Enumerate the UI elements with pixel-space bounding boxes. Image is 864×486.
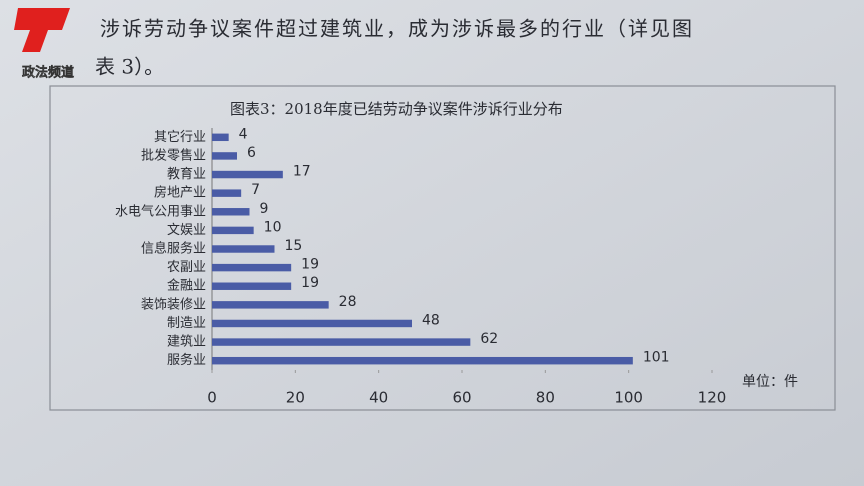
bar (212, 208, 250, 216)
x-tick-label: 20 (286, 389, 305, 407)
y-tick-label: 金融业 (167, 278, 206, 294)
data-label: 62 (480, 331, 498, 347)
chart-frame (49, 85, 836, 411)
x-tick-label: 80 (536, 389, 555, 407)
y-tick-label: 信息服务业 (141, 241, 206, 257)
y-tick-label: 制造业 (167, 316, 206, 331)
bar (212, 301, 329, 309)
bar (212, 356, 633, 365)
bar (212, 282, 292, 290)
x-tick-label: 120 (698, 389, 727, 407)
y-tick-label: 建筑业 (167, 334, 206, 350)
data-label: 101 (643, 350, 670, 366)
bar (212, 245, 275, 253)
paragraph-line: 涉诉劳动争议案件超过建筑业，成为涉诉最多的行业（详见图 (100, 17, 694, 41)
data-label: 6 (247, 145, 256, 161)
data-label: 10 (264, 219, 282, 235)
data-label: 19 (301, 275, 319, 291)
data-label: 17 (293, 164, 311, 180)
y-tick-label: 其它行业 (154, 129, 206, 145)
x-tick-label: 0 (207, 389, 217, 407)
y-tick-label: 房地产业 (154, 185, 206, 201)
bar (212, 319, 412, 328)
y-tick-label: 水电气公用事业 (115, 203, 206, 219)
bar (212, 263, 292, 272)
bar (212, 152, 237, 160)
data-label: 4 (239, 126, 248, 142)
x-tick-label: 100 (614, 389, 643, 407)
x-tick-label: 60 (452, 389, 471, 407)
y-tick-label: 服务业 (167, 352, 206, 368)
data-label: 28 (339, 294, 357, 310)
bar (212, 226, 254, 235)
bar (212, 338, 471, 346)
unit-label: 单位：件 (742, 374, 798, 390)
data-label: 48 (422, 312, 440, 328)
data-label: 15 (285, 238, 303, 254)
y-tick-label: 文娱业 (167, 223, 206, 238)
y-tick-label: 教育业 (167, 166, 206, 182)
data-label: 19 (301, 257, 319, 273)
paragraph-line: 表 3）。 (95, 55, 164, 79)
logo: 政法频道 (14, 8, 74, 81)
bar (212, 133, 229, 142)
y-tick-label: 装饰装修业 (141, 297, 206, 312)
bar (212, 170, 283, 179)
y-tick-label: 农副业 (167, 260, 206, 275)
data-label: 9 (260, 201, 269, 217)
y-tick-label: 批发零售业 (141, 147, 206, 163)
data-label: 7 (251, 182, 260, 198)
logo-text: 政法频道 (22, 65, 74, 81)
x-tick-label: 40 (369, 389, 388, 407)
logo-mark (14, 8, 70, 52)
bar (212, 189, 242, 197)
chart-title: 图表3：2018年度已结劳动争议案件涉诉行业分布 (230, 100, 563, 118)
